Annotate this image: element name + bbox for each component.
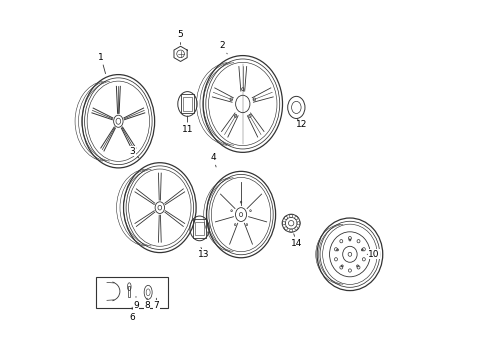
Bar xyxy=(180,94,194,113)
Text: 1: 1 xyxy=(98,53,105,74)
Text: 12: 12 xyxy=(295,118,306,129)
Bar xyxy=(192,219,206,238)
Text: 3: 3 xyxy=(129,147,139,158)
Text: 6: 6 xyxy=(129,307,135,322)
Text: 14: 14 xyxy=(291,234,302,248)
Text: 11: 11 xyxy=(182,116,193,134)
Text: 13: 13 xyxy=(198,247,209,259)
Text: 7: 7 xyxy=(153,298,159,310)
Bar xyxy=(96,277,168,308)
Bar xyxy=(195,222,203,235)
Text: 8: 8 xyxy=(144,298,150,310)
Bar xyxy=(128,286,130,297)
Text: 9: 9 xyxy=(133,297,139,310)
Text: 4: 4 xyxy=(210,153,216,167)
Text: 10: 10 xyxy=(366,250,379,259)
Text: 5: 5 xyxy=(177,30,183,45)
Text: 2: 2 xyxy=(219,41,227,54)
Bar xyxy=(183,97,191,111)
